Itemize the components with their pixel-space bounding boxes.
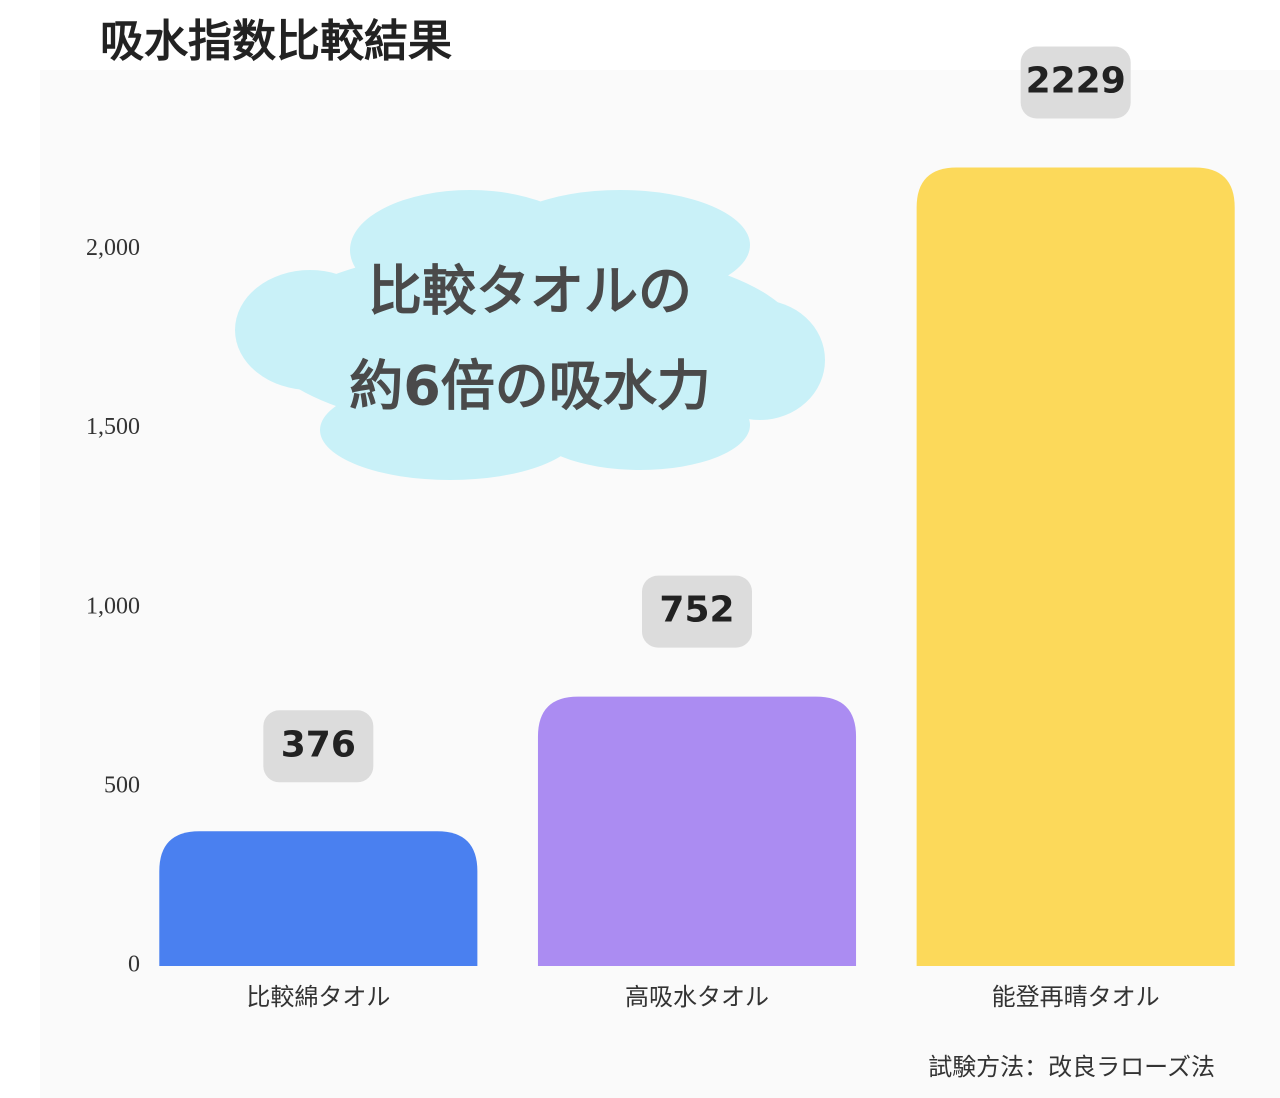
x-tick-label: 能登再晴タオル xyxy=(992,983,1160,1011)
y-tick-label: 0 xyxy=(128,952,140,978)
y-tick-label: 2,000 xyxy=(86,235,140,261)
y-tick-label: 1,000 xyxy=(86,593,140,619)
y-tick-label: 1,500 xyxy=(86,414,140,440)
bar xyxy=(916,167,1235,967)
chart-title: 吸水指数比較結果 xyxy=(100,16,452,67)
annotation: 比較タオルの xyxy=(368,260,692,323)
value-label: 752 xyxy=(659,590,734,631)
footnote: 試験方法：改良ラローズ法 xyxy=(928,1053,1215,1081)
y-tick-label: 500 xyxy=(104,772,140,798)
value-label-box xyxy=(263,710,374,783)
x-tick-label: 高吸水タオル xyxy=(625,983,769,1011)
x-tick-label: 比較綿タオル xyxy=(246,983,390,1011)
value-label: 2229 xyxy=(1026,61,1126,102)
cloud xyxy=(235,190,825,480)
annotation: 約6倍の吸水力 xyxy=(349,355,711,418)
value-label-box xyxy=(642,575,752,648)
bar xyxy=(537,696,857,966)
value-label-box xyxy=(1020,46,1131,119)
value-label: 376 xyxy=(281,724,356,765)
bar xyxy=(159,831,478,966)
